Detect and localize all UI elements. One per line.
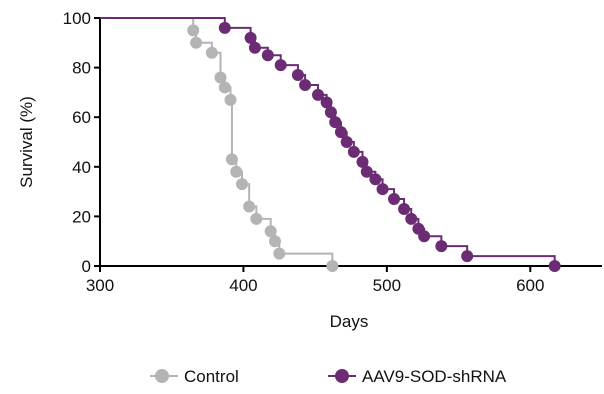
data-point-aav9-sod-shrna-8 <box>320 96 333 109</box>
series-control <box>100 17 339 272</box>
data-point-aav9-sod-shrna-15 <box>360 165 373 178</box>
y-tick-label-20: 20 <box>72 207 91 226</box>
data-point-aav9-sod-shrna-20 <box>405 212 418 225</box>
data-point-control-4 <box>218 81 231 94</box>
x-tick-label-500: 500 <box>373 276 401 295</box>
data-point-aav9-sod-shrna-13 <box>347 145 360 158</box>
legend-label-control: Control <box>184 367 239 386</box>
legend-marker-control <box>155 369 169 383</box>
data-point-aav9-sod-shrna-14 <box>356 155 369 168</box>
x-tick-label-300: 300 <box>86 276 114 295</box>
axes <box>99 17 602 267</box>
data-point-control-9 <box>243 200 256 213</box>
data-point-aav9-sod-shrna-10 <box>329 116 342 129</box>
data-point-aav9-sod-shrna-7 <box>312 88 325 101</box>
data-point-aav9-sod-shrna-9 <box>324 106 337 119</box>
data-point-aav9-sod-shrna-6 <box>299 78 312 91</box>
y-tick-label-100: 100 <box>63 9 91 28</box>
data-point-control-11 <box>264 225 277 238</box>
x-tick-label-400: 400 <box>229 276 257 295</box>
y-axis-ticks: 0 20 40 60 80 100 <box>63 9 100 276</box>
data-point-aav9-sod-shrna-4 <box>274 59 287 72</box>
legend: Control AAV9-SOD-shRNA <box>150 367 507 386</box>
data-point-control-7 <box>230 165 243 178</box>
data-point-control-6 <box>225 153 238 166</box>
legend-item-control: Control <box>150 367 239 386</box>
data-point-aav9-sod-shrna-18 <box>388 193 401 206</box>
series-line-aav9-sod-shrna <box>100 17 556 266</box>
data-point-aav9-sod-shrna-3 <box>261 49 274 62</box>
series-aav9-sod-shrna <box>100 17 561 272</box>
data-point-control-8 <box>235 178 248 191</box>
data-point-control-0 <box>187 24 200 37</box>
data-point-aav9-sod-shrna-11 <box>334 126 347 139</box>
data-point-aav9-sod-shrna-25 <box>548 260 561 272</box>
data-point-control-14 <box>326 260 339 272</box>
data-point-aav9-sod-shrna-23 <box>435 240 448 253</box>
data-point-control-13 <box>273 247 286 260</box>
data-point-aav9-sod-shrna-0 <box>218 21 231 34</box>
data-point-aav9-sod-shrna-16 <box>369 173 382 186</box>
y-tick-label-60: 60 <box>72 108 91 127</box>
data-point-aav9-sod-shrna-17 <box>376 183 389 196</box>
y-tick-label-0: 0 <box>82 257 91 276</box>
data-point-control-5 <box>224 93 237 106</box>
data-point-aav9-sod-shrna-1 <box>244 31 257 44</box>
legend-item-aav9-sod-shrna: AAV9-SOD-shRNA <box>328 367 507 386</box>
data-point-control-10 <box>250 212 263 225</box>
data-point-control-3 <box>214 71 227 84</box>
data-point-control-2 <box>205 46 218 59</box>
data-point-aav9-sod-shrna-19 <box>398 202 411 215</box>
data-point-control-12 <box>268 235 281 248</box>
x-axis-title: Days <box>330 312 369 331</box>
y-axis-title: Survival (%) <box>17 96 36 188</box>
series-layer <box>100 17 561 272</box>
data-point-aav9-sod-shrna-24 <box>461 250 474 263</box>
data-point-aav9-sod-shrna-22 <box>418 230 431 243</box>
legend-label-aav9-sod-shrna: AAV9-SOD-shRNA <box>362 367 507 386</box>
y-tick-label-80: 80 <box>72 59 91 78</box>
data-point-aav9-sod-shrna-5 <box>291 69 304 82</box>
x-tick-label-600: 600 <box>516 276 544 295</box>
data-point-aav9-sod-shrna-2 <box>248 41 261 54</box>
legend-marker-aav9-sod-shrna <box>335 369 349 383</box>
data-point-control-1 <box>190 36 203 49</box>
y-tick-label-40: 40 <box>72 158 91 177</box>
x-axis-ticks: 300 400 500 600 <box>86 266 544 295</box>
data-point-aav9-sod-shrna-12 <box>340 136 353 148</box>
